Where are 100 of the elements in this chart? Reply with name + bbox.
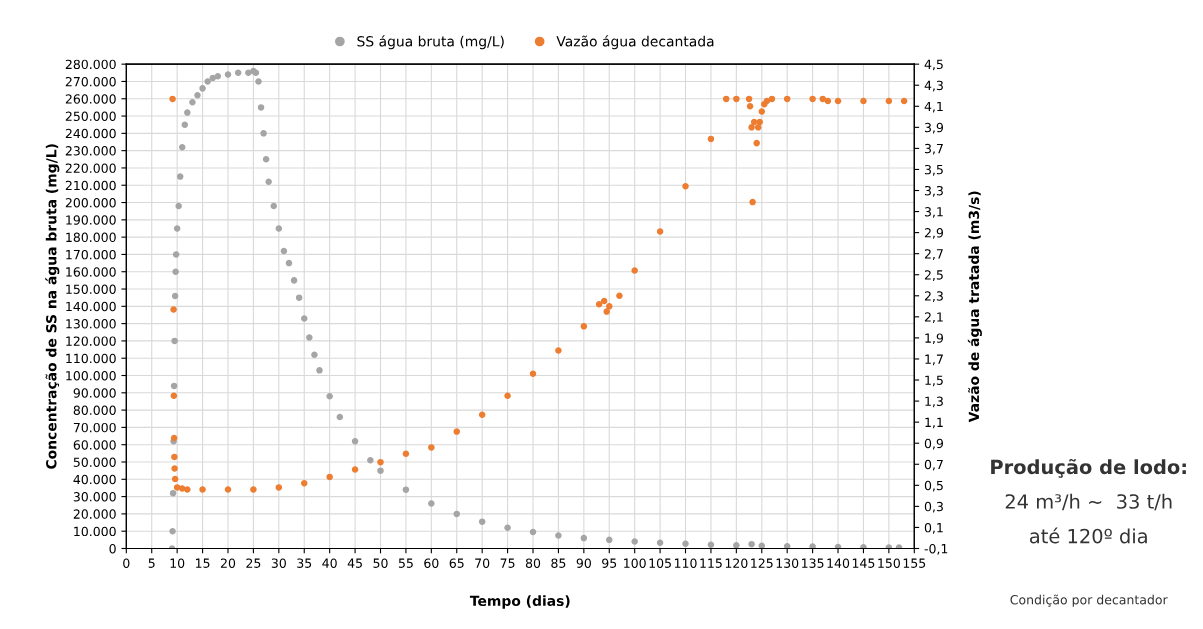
point [199, 486, 206, 493]
y-tick-label: 30.000 [73, 492, 116, 502]
y2-tick-label: 1,1 [925, 417, 943, 429]
point [834, 97, 842, 105]
y2-tick-label: 3,5 [924, 164, 943, 176]
y-tick-label: 160.000 [66, 267, 116, 277]
y-tick-label: 50.000 [73, 457, 116, 467]
y-tick-label: 10.000 [74, 526, 116, 537]
point [351, 466, 359, 473]
y-tick-label: 60.000 [73, 440, 116, 450]
x-tick-label: 90 [576, 558, 591, 568]
x-tick-label: 25 [246, 558, 261, 568]
x-tick-label: 15 [195, 558, 210, 568]
x-tick-label: 135 [802, 558, 824, 568]
y-tick-label: 140.000 [66, 301, 116, 312]
y-tick-label: 280.000 [65, 59, 116, 70]
y2-tick-label: 3,1 [924, 207, 943, 218]
point [184, 486, 191, 493]
point [171, 453, 178, 461]
x-tick-label: 55 [398, 558, 413, 568]
y-tick-label: 20.000 [73, 509, 116, 519]
x-tick-label: 150 [878, 558, 900, 568]
y2-tick-label: 4,3 [924, 80, 943, 92]
x-tick-label: 5 [148, 558, 155, 568]
text: Condição por decantador [1010, 594, 1168, 607]
point [707, 135, 715, 143]
point [860, 97, 867, 105]
point [478, 411, 486, 419]
y-tick-label: 200.000 [65, 198, 116, 208]
x-tick-label: 75 [500, 558, 515, 568]
x-tick-label: 125 [751, 558, 773, 568]
point [819, 95, 827, 103]
point [758, 108, 766, 115]
y-tick-label: 180.000 [66, 232, 116, 243]
x-tick-label: 95 [602, 558, 617, 568]
x-tick-label: 50 [373, 558, 388, 568]
point [170, 434, 178, 442]
point [529, 370, 537, 377]
y-tick-label: 130.000 [66, 319, 116, 329]
point [171, 475, 179, 483]
point [170, 392, 178, 400]
legend-label: Vazão água decantada [556, 35, 714, 50]
x-tick-label: 80 [525, 558, 541, 568]
y-tick-label: 240.000 [65, 128, 116, 139]
x-tick-label: 145 [852, 558, 875, 568]
y-axis-title: Concentração de SS na água bruta (mg/L) [45, 144, 60, 469]
point [377, 458, 384, 466]
y2-tick-label: -0,1 [924, 543, 948, 555]
y2-tick-label: 3,9 [924, 122, 943, 134]
y2-tick-label: 2,5 [924, 270, 943, 281]
point [631, 267, 638, 274]
y2-tick-label: 4,1 [924, 101, 943, 113]
y-tick-label: 120.000 [66, 336, 116, 346]
point [555, 347, 562, 354]
point [722, 95, 730, 103]
point [745, 95, 753, 103]
point [733, 95, 740, 103]
point [606, 303, 613, 310]
x-tick-label: 10 [170, 558, 185, 568]
x-tick-label: 105 [649, 558, 671, 568]
point [748, 124, 755, 131]
text: até 120º dia [1029, 527, 1147, 544]
point [824, 97, 832, 105]
y-tick-label: 220.000 [65, 163, 116, 173]
point [749, 198, 756, 206]
y2-tick-label: 4,5 [924, 59, 943, 71]
point [616, 292, 623, 300]
y2-tick-label: 1,5 [925, 375, 943, 387]
point [809, 95, 816, 103]
point [453, 428, 461, 435]
point [768, 95, 776, 103]
y-tick-label: 210.000 [65, 180, 116, 191]
x-tick-label: 30 [271, 558, 286, 568]
x-tick-label: 40 [322, 558, 337, 568]
x-tick-label: 0 [123, 558, 130, 568]
y2-tick-label: 2,3 [924, 291, 943, 302]
y-tick-label: 40.000 [73, 474, 116, 485]
x-tick-label: 130 [776, 558, 799, 568]
text: 24 m³/h ~ 33 t/h [1005, 493, 1172, 511]
y2-tick-label: 1,3 [925, 396, 943, 408]
y2-tick-label: 3,3 [924, 185, 943, 197]
point [300, 479, 308, 487]
point [753, 139, 760, 147]
point [756, 118, 763, 126]
y2-tick-label: 1,9 [925, 333, 943, 345]
x-tick-label: 110 [674, 558, 697, 568]
y-tick-label: 80.000 [73, 405, 116, 416]
point [504, 392, 511, 400]
y-tick-label: 260.000 [65, 94, 116, 104]
y-tick-label: 110.000 [66, 353, 116, 364]
x-tick-label: 120 [725, 558, 748, 568]
x-tick-label: 20 [220, 558, 236, 568]
point [603, 308, 610, 315]
point [580, 323, 588, 330]
x-tick-label: 65 [449, 558, 464, 568]
point [402, 450, 410, 457]
y2-tick-label: 0,5 [924, 480, 943, 492]
x-tick-label: 140 [827, 558, 850, 568]
point [595, 300, 603, 308]
y-tick-label: 150.000 [66, 284, 116, 294]
